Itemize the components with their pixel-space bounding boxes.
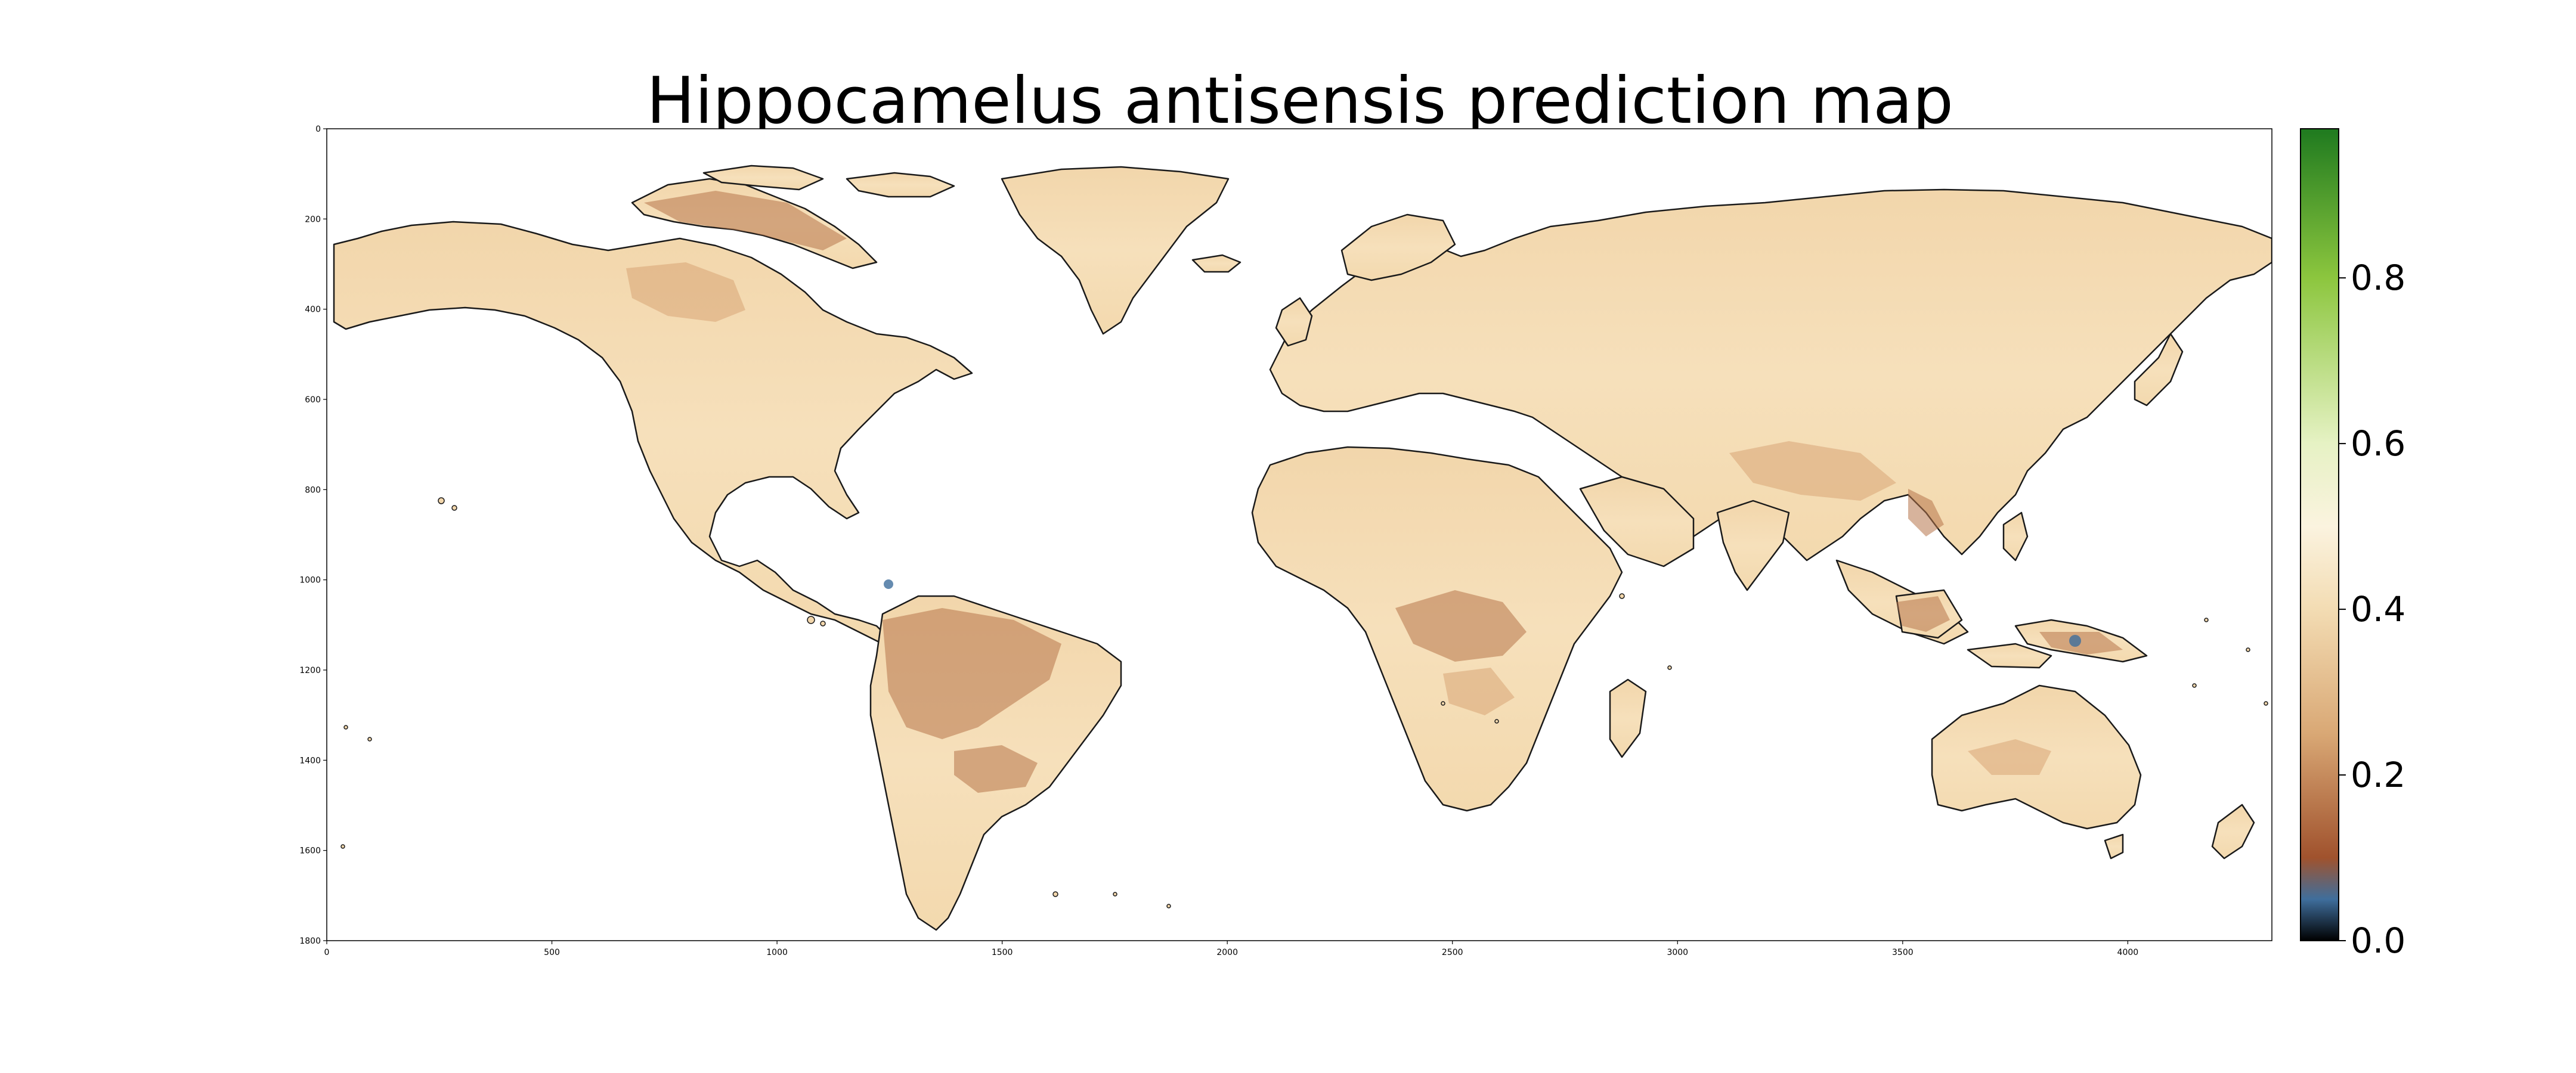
colorbar-tick-label: 0.0 [2351,920,2405,961]
y-tick-label: 800 [305,485,321,495]
x-tick-label: 1500 [992,948,1013,957]
x-tick-label: 2500 [1442,948,1463,957]
colorbar-gradient [2300,128,2339,941]
y-tick-label: 1400 [299,756,321,765]
x-tick-label: 500 [544,948,560,957]
y-tick-label: 1000 [299,576,321,585]
small-islands [340,497,2268,908]
y-tick-label: 1600 [299,846,321,856]
y-tick-label: 1200 [299,666,321,675]
y-tick-label: 0 [315,125,321,134]
colorbar-tick-label: 0.2 [2351,755,2405,795]
y-tick-label: 200 [305,215,321,224]
colorbar-tick-label: 0.8 [2351,258,2405,298]
x-tick-label: 1000 [766,948,788,957]
y-tick-label: 600 [305,395,321,405]
landmass-greenland [1001,166,1230,335]
x-tick-label: 4000 [2117,948,2139,957]
y-tick-label: 400 [305,305,321,315]
colorbar: 0.0 0.2 0.4 0.6 0.8 [2300,128,2405,961]
colorbar-tick-label: 0.4 [2351,589,2405,629]
plot-frame [326,128,2272,941]
chart-title: Hippocamelus antisensis prediction map [646,64,1953,138]
landmass-north-america [333,221,973,645]
landmass-eurasia [1269,188,2272,562]
landmass-australia [1931,684,2142,830]
colorbar-tick-label: 0.6 [2351,423,2405,464]
map-axes: 0 500 1000 1500 2000 2500 3000 3500 4000 0 200 400 6… [299,125,2272,957]
x-tick-label: 3000 [1667,948,1688,957]
x-tick-label: 2000 [1216,948,1238,957]
y-tick-label: 1800 [299,936,321,946]
x-tick-label: 3500 [1892,948,1914,957]
x-tick-label: 0 [324,948,330,957]
map-area [327,129,2272,941]
